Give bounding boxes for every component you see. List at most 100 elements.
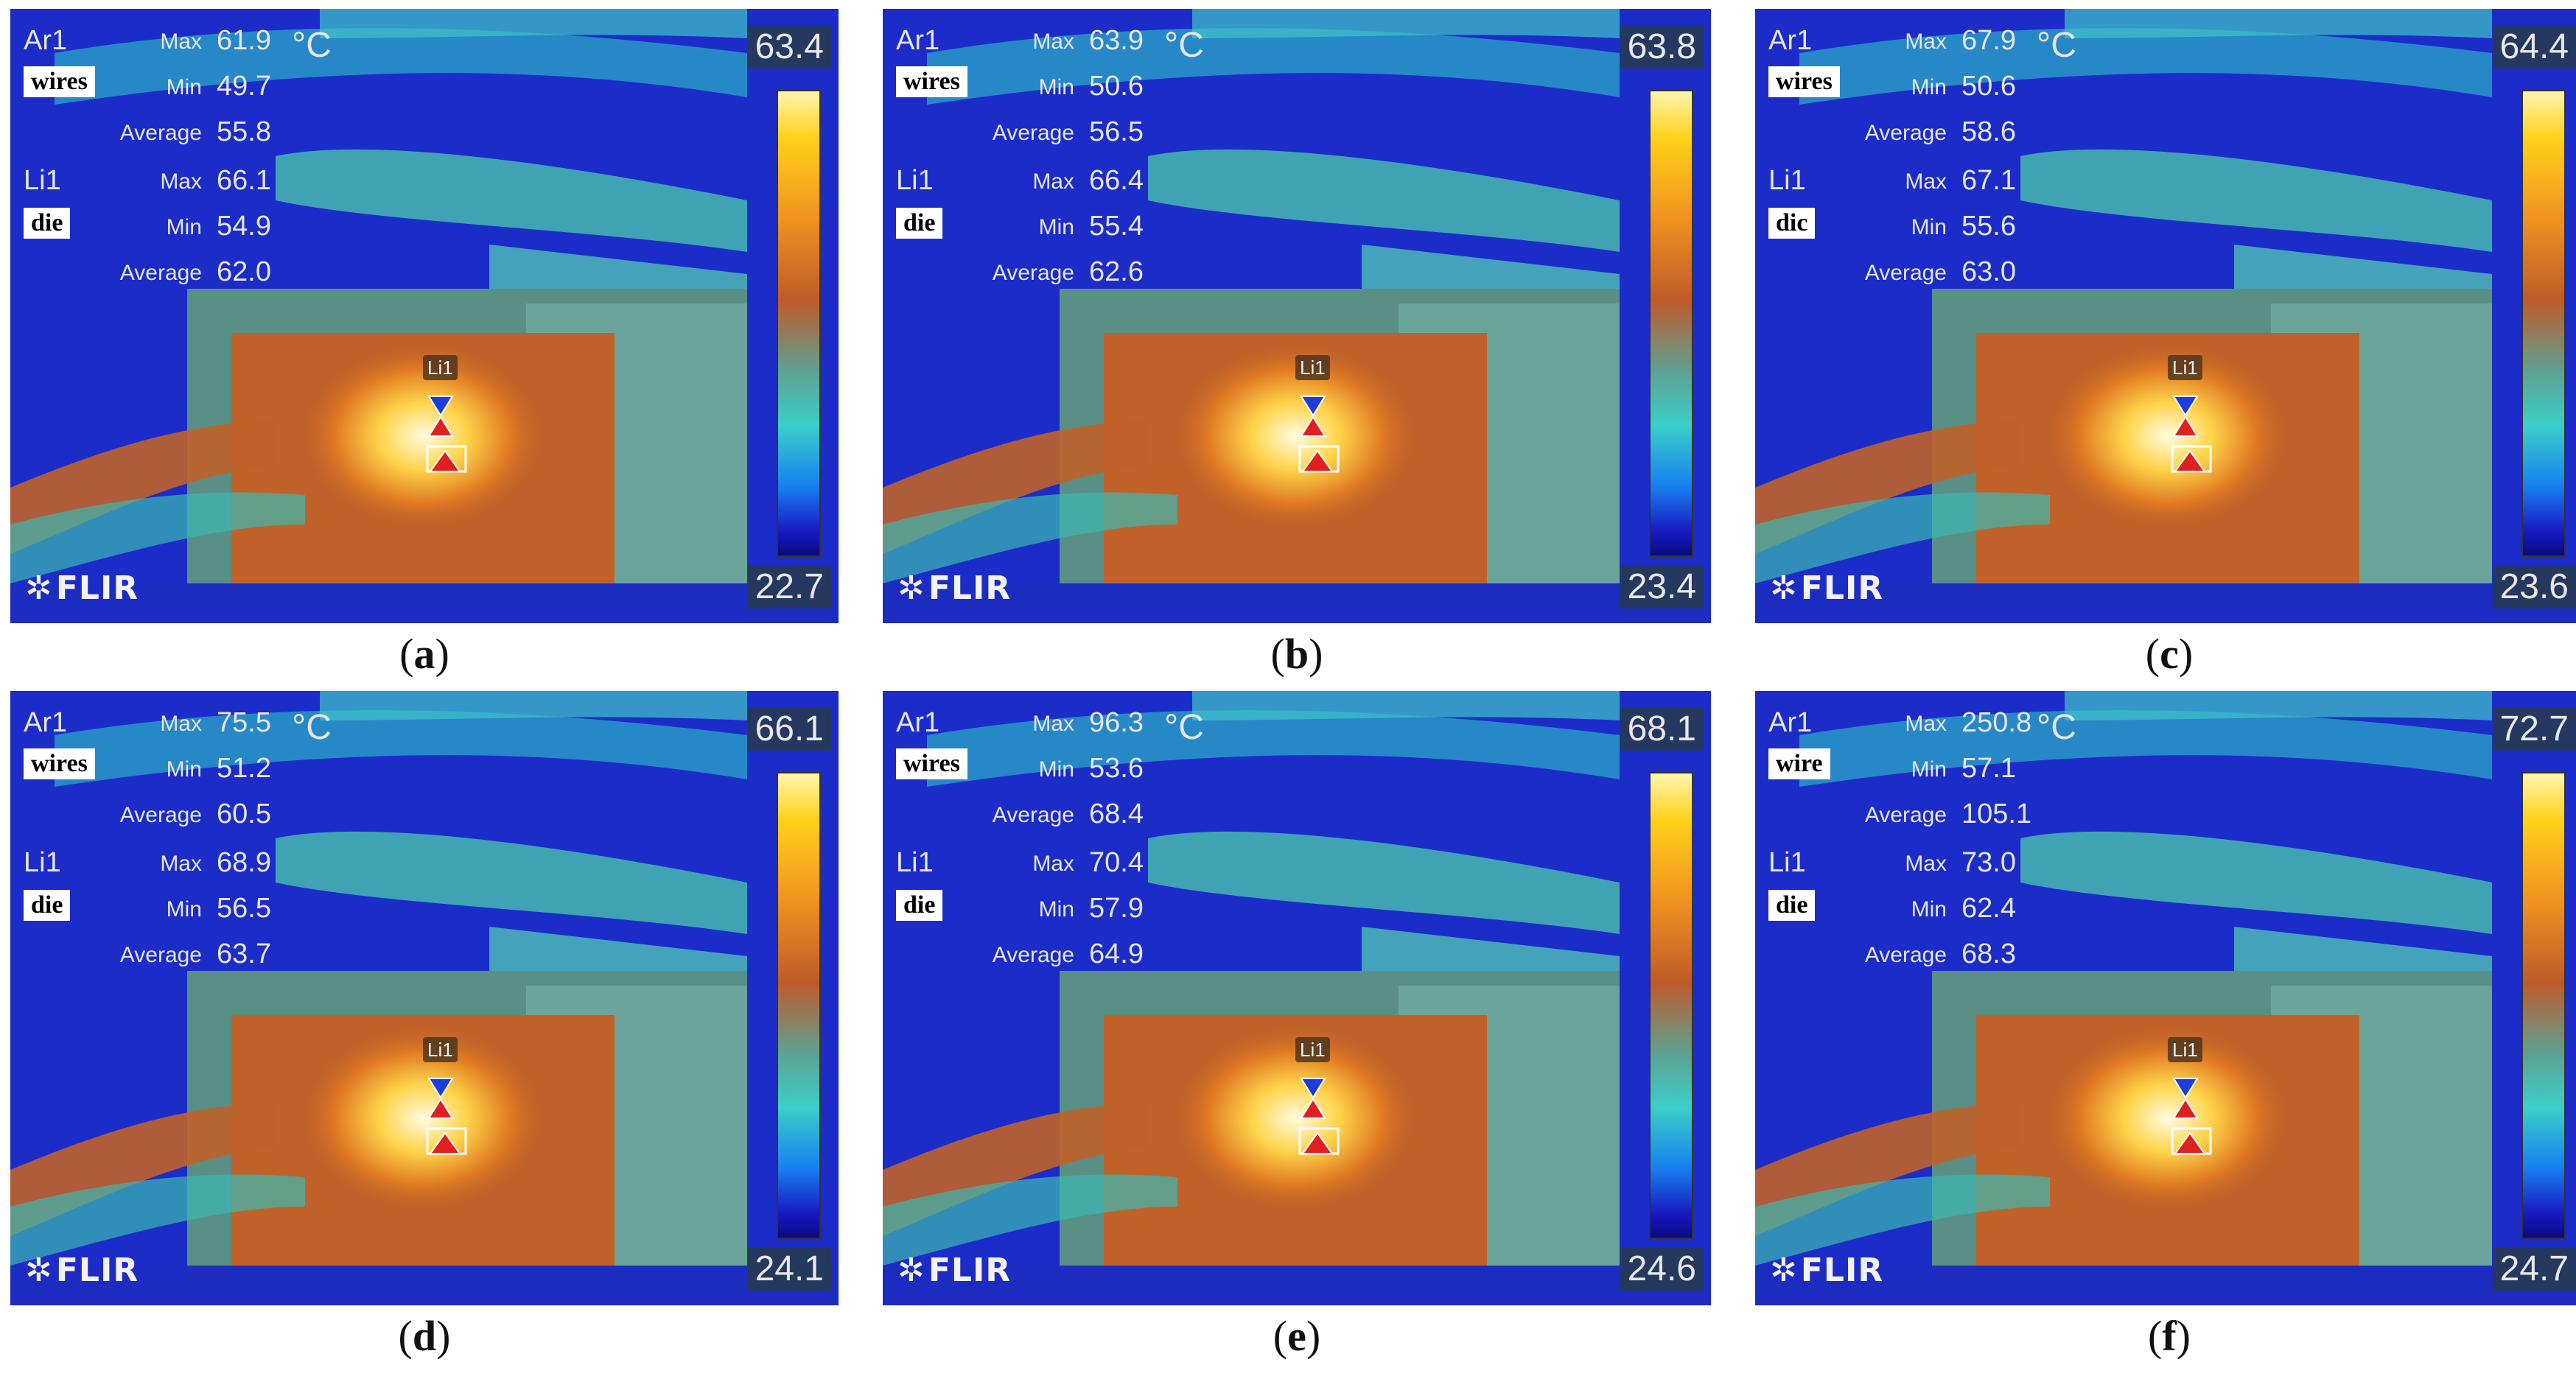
ar1-min-label: Min	[166, 757, 202, 782]
measurement-markers	[426, 1078, 467, 1155]
ar1-max-value: 96.3	[1089, 707, 1144, 738]
wires-tag: wires	[24, 66, 95, 97]
color-scale-bar	[2521, 772, 2566, 1239]
scale-max-value: 64.4	[2492, 25, 2576, 69]
spot-label: Li1	[423, 355, 458, 380]
ar1-average-value: 55.8	[217, 116, 271, 147]
li1-min-value: 54.9	[217, 211, 271, 242]
max-marker-icon	[2172, 1098, 2199, 1119]
color-scale-bar	[2521, 90, 2566, 557]
ar1-label: Ar1	[24, 25, 68, 56]
li1-average-value: 62.6	[1089, 256, 1144, 287]
scale-min-value: 23.6	[2492, 565, 2576, 608]
min-marker-icon	[1300, 1078, 1326, 1099]
ar1-average-label: Average	[119, 121, 202, 145]
measurement-overlay: Ar1 Max 61.9 wires Min 49.7 Average 55.8…	[10, 9, 290, 303]
ar1-max-value: 61.9	[217, 25, 271, 56]
li1-label: Li1	[24, 165, 61, 196]
li1-max-label: Max	[160, 169, 202, 194]
li1-max-value: 66.1	[217, 165, 271, 196]
ar1-average-label: Average	[1864, 803, 1947, 827]
li1-max-label: Max	[1032, 169, 1074, 194]
ar1-max-label: Max	[160, 712, 202, 736]
panel-caption: (e)	[1273, 1312, 1321, 1360]
die-tag: die	[24, 208, 71, 239]
scale-min-value: 22.7	[747, 565, 831, 608]
area-max-marker-icon	[2174, 1131, 2206, 1154]
thermal-scene	[10, 9, 839, 623]
thermal-image-a: Ar1 Max 61.9 wires Min 49.7 Average 55.8…	[10, 9, 839, 623]
max-marker-icon	[2172, 415, 2199, 437]
panel-letter: c	[2160, 630, 2179, 678]
wires-tag: wires	[896, 66, 967, 97]
li1-label: Li1	[1768, 847, 1806, 878]
ar1-max-value: 250.8	[1961, 707, 2032, 738]
die-tag: die	[896, 890, 943, 921]
ar1-min-label: Min	[1911, 757, 1947, 782]
thermal-scene	[1755, 691, 2576, 1305]
li1-label: Li1	[896, 847, 934, 878]
ar1-min-label: Min	[1038, 75, 1074, 99]
measurement-markers	[1298, 1078, 1340, 1155]
area-max-marker-icon	[2174, 449, 2206, 472]
li1-max-value: 68.9	[217, 847, 271, 878]
max-marker-icon	[427, 415, 454, 437]
ar1-average-value: 68.4	[1089, 799, 1144, 829]
thermal-scene	[883, 691, 1711, 1305]
li1-min-label: Min	[166, 897, 202, 922]
li1-min-value: 62.4	[1961, 893, 2016, 924]
ar1-label: Ar1	[896, 707, 940, 738]
panel-caption: (d)	[398, 1312, 451, 1360]
area-max-marker-icon	[429, 1131, 461, 1154]
min-marker-icon	[427, 1078, 454, 1099]
ar1-min-value: 51.2	[217, 753, 271, 784]
ar1-max-label: Max	[1032, 29, 1074, 54]
li1-min-value: 57.9	[1089, 893, 1144, 924]
min-marker-icon	[427, 396, 454, 417]
li1-max-value: 70.4	[1089, 847, 1144, 878]
spot-label: Li1	[1295, 355, 1330, 380]
ar1-min-label: Min	[1911, 75, 1947, 99]
flir-logo: ✲FLIR	[1770, 1252, 1884, 1289]
flir-logo: ✲FLIR	[25, 569, 139, 607]
panel-letter: e	[1287, 1312, 1306, 1360]
ar1-min-label: Min	[166, 75, 202, 99]
ar1-max-label: Max	[1905, 712, 1947, 736]
ar1-average-label: Average	[1864, 121, 1947, 145]
ar1-max-value: 67.9	[1961, 25, 2016, 56]
thermal-image-f: Ar1 Max 250.8 wire Min 57.1 Average 105.…	[1755, 691, 2576, 1305]
unit-label: °C	[292, 26, 332, 65]
panel-caption: (c)	[2145, 630, 2194, 678]
die-tag: dic	[1768, 208, 1816, 239]
panel-letter: d	[412, 1312, 437, 1360]
wires-tag: wire	[1768, 748, 1830, 779]
ar1-min-value: 49.7	[217, 71, 271, 102]
li1-min-label: Min	[1038, 215, 1074, 239]
ar1-min-label: Min	[1038, 757, 1074, 782]
spot-label: Li1	[2168, 355, 2202, 380]
li1-min-label: Min	[166, 215, 202, 239]
max-marker-icon	[1300, 1098, 1326, 1119]
ar1-label: Ar1	[1768, 25, 1813, 56]
measurement-markers	[1298, 396, 1340, 473]
thermal-image-d: Ar1 Max 75.5 wires Min 51.2 Average 60.5…	[10, 691, 839, 1305]
spot-label: Li1	[423, 1037, 458, 1062]
max-marker-icon	[427, 1098, 454, 1119]
li1-max-label: Max	[1905, 852, 1947, 876]
ar1-label: Ar1	[1768, 707, 1813, 738]
measurement-overlay: Ar1 Max 96.3 wires Min 53.6 Average 68.4…	[883, 691, 1163, 986]
li1-max-label: Max	[1032, 852, 1074, 876]
li1-average-label: Average	[992, 943, 1074, 967]
li1-average-label: Average	[1864, 943, 1947, 967]
scale-min-value: 24.6	[1620, 1247, 1704, 1291]
unit-label: °C	[1164, 26, 1204, 65]
panel-caption: (b)	[1270, 630, 1323, 678]
li1-average-value: 63.7	[217, 938, 271, 969]
ar1-min-value: 53.6	[1089, 753, 1144, 784]
thermal-scene	[1755, 9, 2576, 623]
panel-letter: b	[1284, 630, 1309, 678]
panel-caption: (a)	[399, 630, 449, 678]
wires-tag: wires	[1768, 66, 1840, 97]
measurement-overlay: Ar1 Max 67.9 wires Min 50.6 Average 58.6…	[1755, 9, 2035, 303]
measurement-markers	[2171, 396, 2212, 473]
